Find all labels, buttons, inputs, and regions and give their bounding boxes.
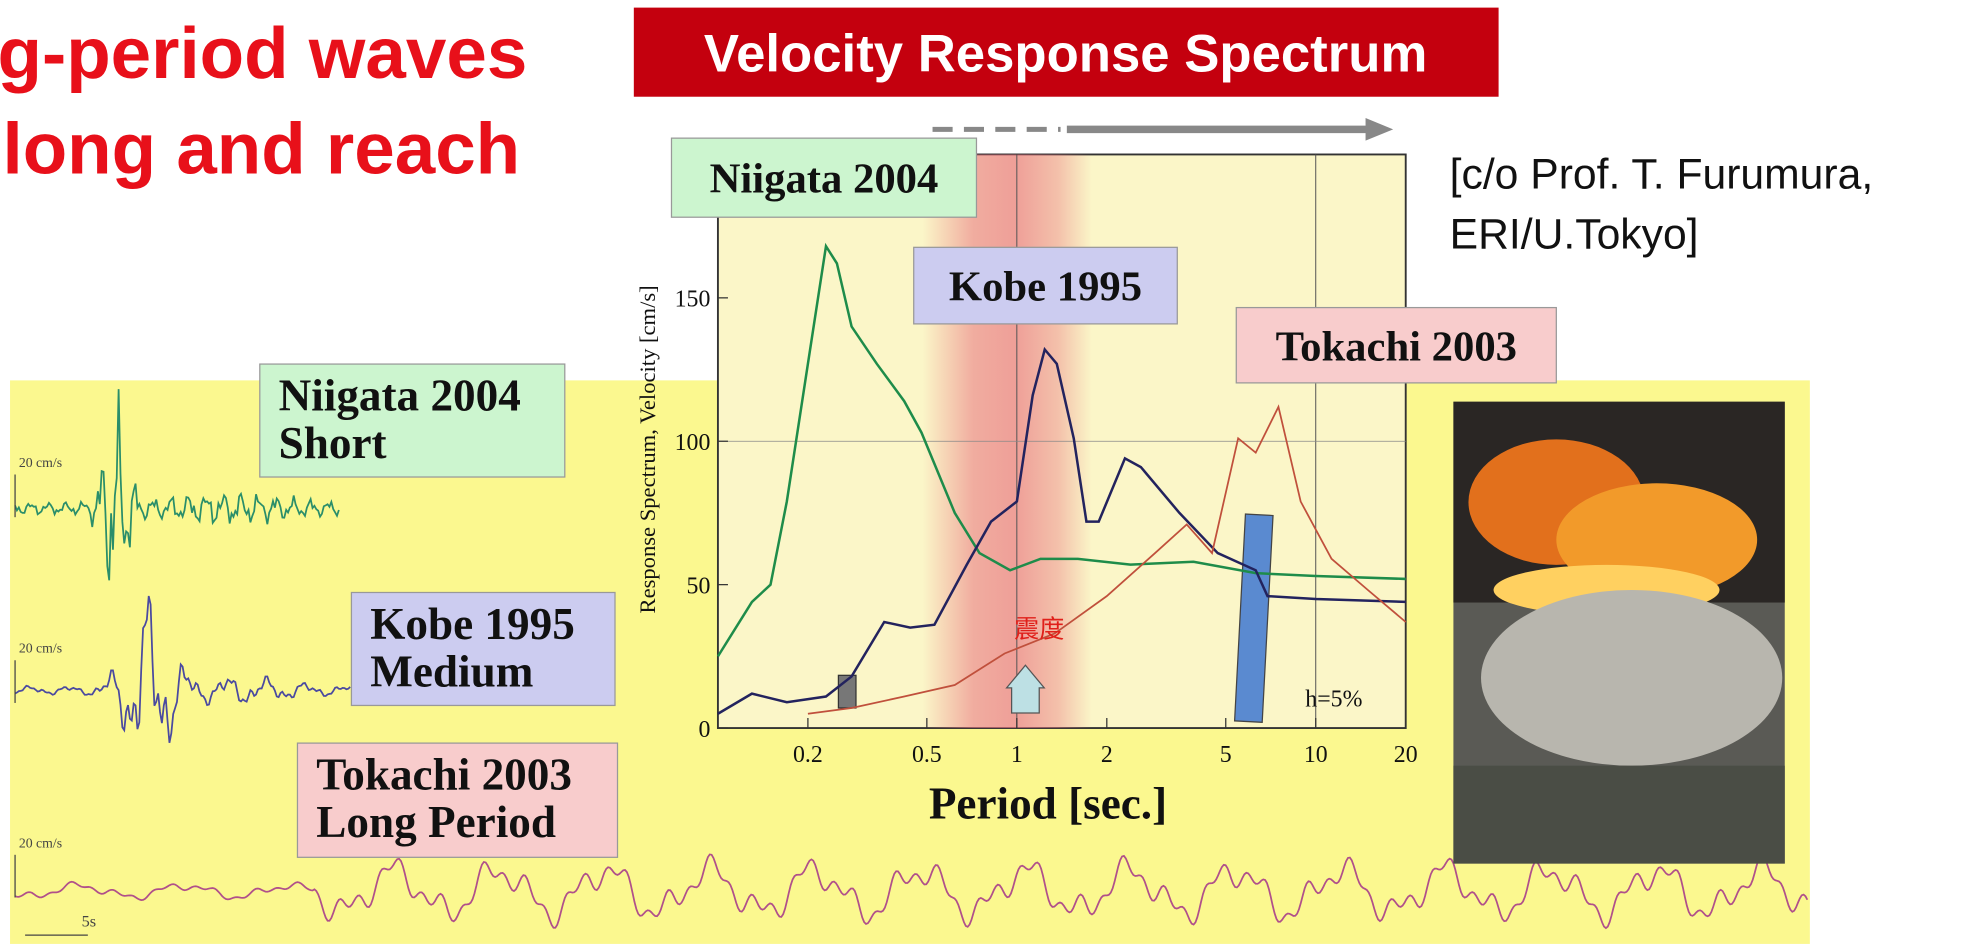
x-tick-label: 5 <box>1220 742 1232 768</box>
scale-label: 20 cm/s <box>19 835 62 850</box>
photo <box>1453 402 1784 864</box>
seismogram-label: Niigata 2004 <box>279 371 521 421</box>
y-tick-label: 150 <box>675 287 711 313</box>
x-tick-label: 20 <box>1394 742 1418 768</box>
seismogram-label: Long Period <box>316 797 556 847</box>
x-tick-label: 0.5 <box>912 742 942 768</box>
banner-text: Velocity Response Spectrum <box>704 25 1427 84</box>
seismogram-label: Tokachi 2003 <box>316 750 572 800</box>
x-tick-label: 2 <box>1101 742 1113 768</box>
legend-label: Tokachi 2003 <box>1276 323 1517 370</box>
heading-line: long and reach <box>3 108 521 189</box>
y-tick-label: 50 <box>687 573 711 599</box>
x-tick-label: 0.2 <box>793 742 823 768</box>
scale-label: 20 cm/s <box>19 641 62 656</box>
time-label: 5s <box>82 911 97 930</box>
heading: g-period waves long and reach <box>0 13 527 189</box>
x-tick-label: 10 <box>1304 742 1328 768</box>
photo-ground <box>1453 766 1784 864</box>
y-tick-label: 100 <box>675 430 711 456</box>
slide: 20 cm/s 20 cm/s 20 cm/s 5s g-period waves l… <box>0 0 1968 944</box>
heading-line: g-period waves <box>0 13 527 94</box>
x-tick-label: 1 <box>1011 742 1023 768</box>
photo-tank <box>1481 590 1782 766</box>
legend-label: Kobe 1995 <box>949 264 1142 311</box>
scale-label: 20 cm/s <box>19 455 62 470</box>
credit: [c/o Prof. T. Furumura, <box>1450 150 1874 198</box>
x-axis-title: Period [sec.] <box>929 778 1167 828</box>
credit: ERI/U.Tokyo] <box>1450 211 1699 259</box>
arrow-head <box>1366 118 1394 141</box>
page: 20 cm/s 20 cm/s 20 cm/s 5s g-period waves l… <box>0 0 1968 944</box>
annotation: 震度 <box>1014 616 1064 644</box>
legend-label: Niigata 2004 <box>710 156 939 203</box>
seismogram-label: Kobe 1995 <box>370 599 575 649</box>
annotation: h=5% <box>1305 687 1362 713</box>
seismogram-label: Short <box>279 418 387 468</box>
y-tick-label: 0 <box>698 717 710 743</box>
y-axis-title: Response Spectrum, Velocity [cm/s] <box>635 285 660 613</box>
seismogram-label: Medium <box>370 647 533 697</box>
